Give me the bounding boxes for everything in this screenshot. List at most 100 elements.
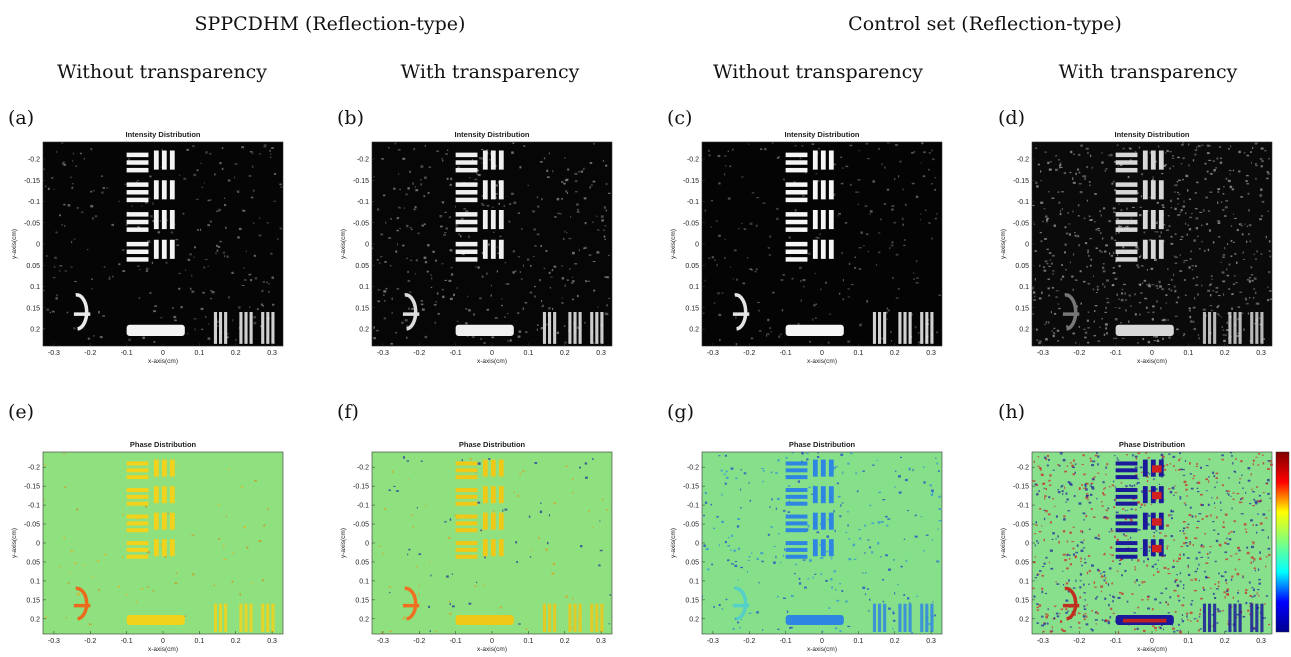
speckle [1071,541,1074,542]
speckle [1225,200,1228,202]
speckle [1269,240,1271,242]
speckle [1213,593,1215,595]
speckle [1137,628,1139,630]
speckle [710,226,712,227]
y-axis-label: y-axis(cm) [340,528,347,558]
speckle [1231,255,1233,257]
speckle [53,277,56,278]
speckle [1113,613,1115,615]
speckle [1057,191,1059,192]
speckle [515,541,517,543]
speckle [1123,534,1125,536]
speckle [1164,535,1166,537]
target-bar [483,486,488,503]
speckle [732,149,734,151]
x-tick-label: 0.3 [1256,350,1266,357]
speckle [559,213,561,214]
target-bar [456,242,478,246]
speckle [1148,285,1151,287]
target-bar [499,240,504,259]
speckle [1224,334,1227,335]
speckle [1269,256,1271,258]
speckle [1103,263,1105,264]
speckle [1255,292,1256,294]
speckle [572,277,573,278]
speckle [1238,590,1239,591]
speckle [880,219,881,221]
speckle [202,292,205,294]
speckle [160,317,162,318]
target-bar [1116,182,1138,186]
speckle [489,159,491,160]
speckle [775,556,776,558]
speckle [1250,240,1252,242]
speckle [1225,514,1228,516]
speckle [605,165,607,167]
speckle [549,514,550,516]
speckle [1087,152,1088,154]
speckle [1152,176,1153,177]
speckle [725,483,727,485]
speckle [525,331,528,333]
speckle [1110,554,1111,555]
speckle [1079,183,1082,184]
target-bar [219,312,222,344]
speckle [826,551,828,553]
speckle [1217,157,1219,159]
speckle [1222,271,1225,273]
speckle [1134,628,1136,630]
speckle [1249,581,1251,583]
speckle [1162,204,1164,206]
speckle [566,232,567,233]
speckle [1079,596,1081,598]
speckle [1122,508,1125,509]
speckle [726,477,729,479]
speckle [757,558,759,560]
speckle [1187,524,1189,525]
speckle [1086,266,1088,268]
speckle [1233,597,1234,599]
speckle [1091,464,1094,466]
speckle [780,562,781,563]
speckle [1137,501,1140,503]
speckle [1194,590,1197,591]
speckle [1106,510,1108,512]
speckle [1033,291,1035,293]
speckle [51,177,54,179]
speckle [1042,566,1044,567]
speckle [1059,164,1061,166]
speckle [1173,274,1174,276]
speckle [1266,595,1268,596]
speckle [88,338,90,340]
speckle [1247,226,1248,227]
speckle [81,211,83,213]
speckle [145,505,147,507]
speckle [1242,233,1244,235]
speckle [451,267,453,268]
speckle [70,573,71,575]
speckle [1217,306,1219,308]
target-bar [1116,220,1138,224]
speckle [1119,592,1121,594]
speckle [920,219,921,220]
speckle [850,184,852,186]
speckle [1265,617,1266,619]
speckle [1170,200,1172,202]
speckle [1034,296,1035,298]
speckle [1252,542,1255,543]
speckle [91,278,92,280]
speckle [1115,307,1117,308]
speckle [1041,292,1043,294]
speckle [1077,169,1079,171]
speckle [388,237,391,238]
speckle [859,192,860,193]
speckle [799,582,801,584]
speckle [109,276,110,278]
target-bar [813,513,818,530]
speckle [1248,209,1250,211]
speckle [892,277,894,279]
target-bar [456,168,478,172]
speckle [424,257,427,259]
speckle [1167,269,1168,270]
speckle [1203,589,1205,591]
